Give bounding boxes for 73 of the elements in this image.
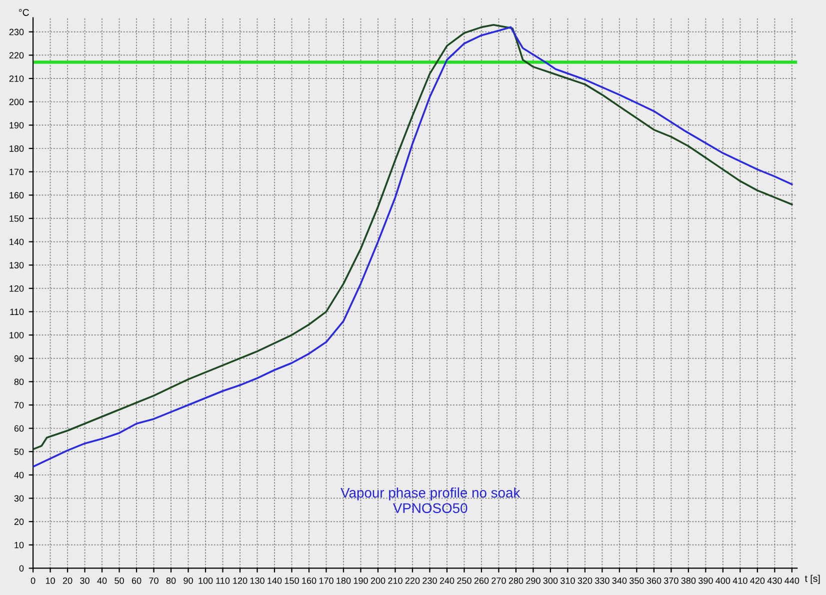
y-tick-label: 90 (14, 355, 24, 362)
x-tick-label: 90 (184, 577, 193, 584)
y-axis-title: °C (18, 9, 29, 16)
x-tick-label: 340 (612, 577, 627, 584)
y-tick-label: 0 (19, 565, 24, 572)
x-tick-label: 390 (698, 577, 713, 584)
x-tick-label: 160 (302, 577, 316, 584)
x-tick-label: 380 (681, 577, 696, 584)
y-tick-label: 180 (10, 145, 24, 152)
x-tick-label: 190 (354, 577, 368, 584)
x-tick-label: 230 (422, 577, 437, 584)
x-tick-label: 110 (216, 577, 230, 584)
x-tick-label: 320 (578, 577, 592, 584)
x-tick-label: 20 (62, 577, 72, 584)
y-tick-label: 190 (10, 122, 24, 128)
annotation: Vapour phase profile no soak (340, 487, 520, 500)
x-tick-label: 350 (630, 577, 644, 584)
y-tick-label: 50 (14, 448, 24, 455)
x-tick-label: 100 (198, 577, 213, 584)
x-tick-label: 40 (97, 577, 107, 584)
x-tick-label: 60 (132, 577, 142, 584)
x-tick-label: 10 (46, 577, 55, 584)
x-tick-label: 260 (474, 577, 489, 584)
y-tick-label: 80 (14, 378, 24, 386)
x-tick-label: 310 (560, 577, 575, 584)
x-tick-label: 250 (457, 577, 472, 584)
y-tick-label: 220 (9, 52, 24, 59)
x-tick-label: 370 (664, 577, 678, 584)
x-tick-label: 400 (716, 577, 730, 584)
y-tick-label: 10 (14, 542, 24, 548)
y-tick-label: 160 (10, 192, 24, 198)
x-tick-label: 120 (233, 577, 248, 584)
x-tick-label: 0 (30, 577, 36, 584)
x-tick-label: 360 (646, 577, 662, 584)
x-tick-label: 150 (284, 577, 299, 584)
x-axis-title: t [s] (804, 574, 820, 584)
x-tick-label: 240 (440, 577, 454, 584)
y-tick-label: 40 (14, 472, 24, 478)
y-tick-label: 60 (14, 425, 24, 432)
y-tick-label: 100 (10, 332, 24, 338)
y-tick-label: 110 (10, 308, 24, 316)
y-tick-label: 70 (14, 402, 24, 408)
x-tick-label: 80 (166, 577, 176, 584)
x-tick-label: 300 (543, 577, 558, 584)
x-tick-label: 220 (405, 577, 420, 584)
x-tick-label: 200 (370, 577, 386, 584)
x-tick-label: 140 (268, 577, 282, 584)
x-tick-label: 280 (508, 577, 524, 584)
y-tick-label: 120 (10, 285, 24, 292)
x-tick-label: 440 (784, 577, 800, 584)
x-tick-label: 50 (114, 577, 124, 584)
x-tick-label: 330 (595, 577, 610, 584)
y-tick-label: 150 (10, 215, 24, 222)
y-tick-label: 130 (10, 262, 24, 268)
x-tick-label: 270 (492, 577, 506, 584)
x-tick-label: 70 (149, 577, 158, 584)
x-tick-label: 290 (526, 577, 540, 584)
x-tick-label: 180 (336, 577, 351, 584)
y-tick-label: 20 (14, 518, 24, 525)
x-tick-label: 30 (80, 577, 90, 584)
annotation: VPNOSO50 (392, 503, 468, 514)
x-tick-label: 430 (767, 577, 782, 584)
y-tick-label: 140 (10, 238, 24, 246)
y-tick-label: 170 (10, 168, 24, 176)
x-tick-label: 130 (250, 577, 264, 584)
x-tick-label: 420 (750, 577, 765, 584)
y-tick-label: 30 (14, 495, 24, 502)
x-tick-label: 170 (319, 577, 334, 584)
x-tick-label: 410 (732, 577, 748, 584)
y-tick-label: 230 (9, 28, 24, 36)
x-tick-label: 210 (388, 577, 402, 584)
y-tick-label: 200 (9, 98, 24, 106)
y-tick-label: 210 (9, 75, 24, 82)
